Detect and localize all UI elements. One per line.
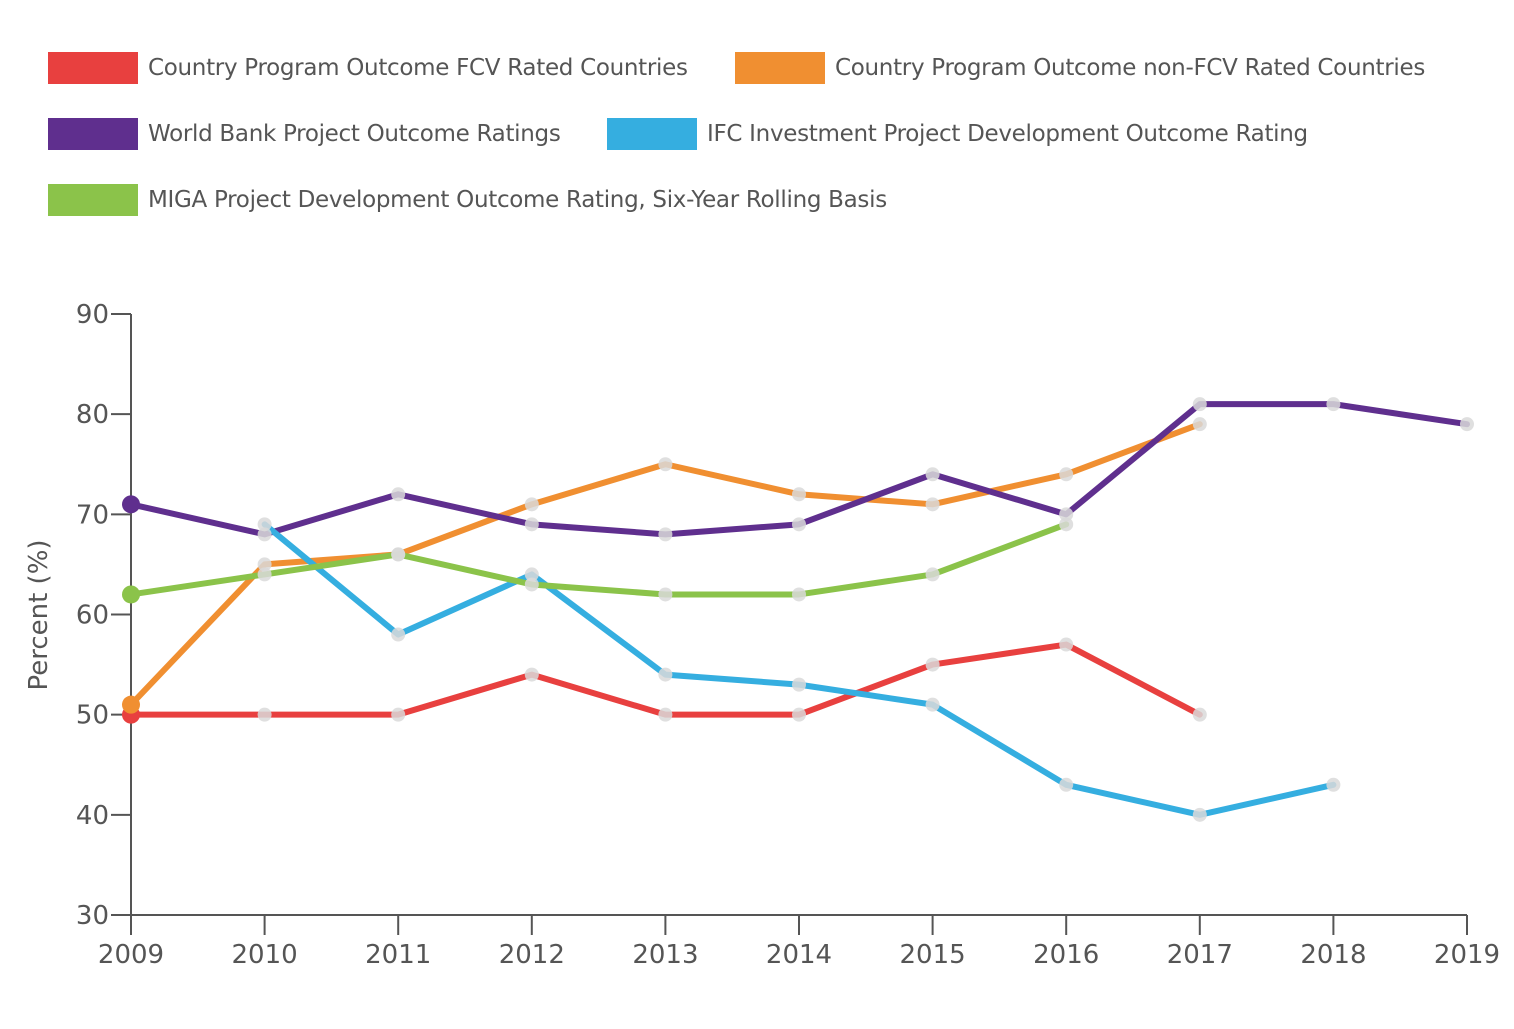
- legend-swatch-fcv: [48, 52, 138, 84]
- data-point-series-3: [1326, 777, 1341, 792]
- data-point-series-0: [792, 707, 806, 722]
- data-point-series-1: [925, 497, 940, 512]
- x-tick-label: 2017: [1167, 940, 1233, 970]
- legend-label-ifc: IFC Investment Project Development Outco…: [707, 121, 1308, 147]
- data-point-series-1: [524, 497, 539, 512]
- chart-data-points: [122, 397, 1474, 822]
- x-tick-label: 2019: [1434, 940, 1500, 970]
- data-point-series-3: [925, 697, 940, 712]
- y-tick-label: 80: [76, 400, 109, 430]
- data-point-series-0: [1192, 707, 1207, 722]
- data-point-series-2: [1059, 507, 1074, 522]
- y-tick-label: 50: [76, 701, 109, 731]
- legend-item-non-fcv: Country Program Outcome non-FCV Rated Co…: [735, 51, 1425, 85]
- data-point-series-0: [391, 707, 406, 722]
- data-point-series-1: [792, 487, 806, 502]
- data-point-series-2: [1326, 397, 1341, 412]
- x-tick-label: 2009: [98, 940, 164, 970]
- data-point-series-1: [658, 457, 673, 472]
- data-point-series-2: [122, 495, 140, 514]
- legend-label-non-fcv: Country Program Outcome non-FCV Rated Co…: [835, 55, 1426, 81]
- data-point-series-2: [524, 517, 539, 532]
- series-line-4: [128, 521, 1070, 598]
- y-tick-label: 90: [76, 300, 109, 330]
- data-point-series-1: [122, 695, 140, 714]
- x-tick-label: 2013: [632, 940, 698, 970]
- data-point-series-1: [1192, 417, 1207, 432]
- y-tick-label: 40: [76, 801, 109, 831]
- data-point-series-1: [1059, 467, 1074, 482]
- legend-item-fcv: Country Program Outcome FCV Rated Countr…: [48, 51, 688, 85]
- data-point-series-2: [658, 527, 673, 542]
- series-line-2: [128, 401, 1470, 538]
- data-point-series-4: [792, 587, 806, 602]
- data-point-series-3: [1059, 777, 1074, 792]
- data-point-series-2: [257, 527, 272, 542]
- data-point-series-1: [257, 557, 272, 572]
- data-point-series-4: [257, 567, 272, 582]
- data-point-series-2: [792, 517, 806, 532]
- data-point-series-3: [658, 667, 673, 682]
- x-tick-label: 2010: [232, 940, 298, 970]
- x-tick-label: 2015: [900, 940, 966, 970]
- data-point-series-4: [658, 587, 673, 602]
- legend-label-miga: MIGA Project Development Outcome Rating,…: [148, 187, 887, 213]
- y-tick-label: 30: [76, 901, 109, 931]
- y-tick-label: 60: [76, 601, 109, 631]
- data-point-series-0: [1059, 637, 1074, 652]
- data-point-series-0: [257, 707, 272, 722]
- y-axis-title: Percent (%): [24, 539, 54, 690]
- x-tick-label: 2016: [1033, 940, 1099, 970]
- chart-legend: Country Program Outcome FCV Rated Countr…: [0, 0, 1514, 240]
- data-point-series-2: [1192, 397, 1207, 412]
- x-tick-label: 2018: [1300, 940, 1366, 970]
- data-point-series-4: [1059, 517, 1074, 532]
- legend-label-world-bank: World Bank Project Outcome Ratings: [148, 121, 561, 147]
- x-tick-label: 2012: [499, 940, 565, 970]
- y-tick-label: 70: [76, 500, 109, 530]
- data-point-series-3: [792, 677, 806, 692]
- data-point-series-4: [925, 567, 940, 582]
- data-point-series-0: [658, 707, 673, 722]
- legend-label-fcv: Country Program Outcome FCV Rated Countr…: [148, 55, 688, 81]
- series-line-3: [261, 521, 1337, 818]
- data-point-series-2: [925, 467, 940, 482]
- legend-item-world-bank: World Bank Project Outcome Ratings: [48, 117, 561, 151]
- chart-series-lines: [128, 401, 1470, 818]
- data-point-series-3: [391, 627, 406, 642]
- legend-item-ifc: IFC Investment Project Development Outco…: [607, 117, 1308, 151]
- data-point-series-4: [524, 577, 539, 592]
- legend-swatch-world-bank: [48, 118, 138, 150]
- legend-swatch-ifc: [607, 118, 697, 150]
- data-point-series-4: [122, 585, 140, 604]
- data-point-series-2: [391, 487, 406, 502]
- data-point-series-0: [925, 657, 940, 672]
- x-tick-label: 2011: [365, 940, 431, 970]
- data-point-series-0: [524, 667, 539, 682]
- legend-swatch-miga: [48, 184, 138, 216]
- legend-swatch-non-fcv: [735, 52, 825, 84]
- chart-axes: 30 40 50 60 70 80 90 2009 2010 2011 2012 2013 2014 20…: [76, 300, 1500, 970]
- data-point-series-4: [391, 547, 406, 562]
- data-point-series-3: [1192, 807, 1207, 822]
- data-point-series-3: [524, 567, 539, 582]
- data-point-series-2: [1460, 417, 1474, 432]
- legend-item-miga: MIGA Project Development Outcome Rating,…: [48, 183, 887, 217]
- data-point-series-3: [257, 517, 272, 532]
- x-tick-label: 2014: [766, 940, 832, 970]
